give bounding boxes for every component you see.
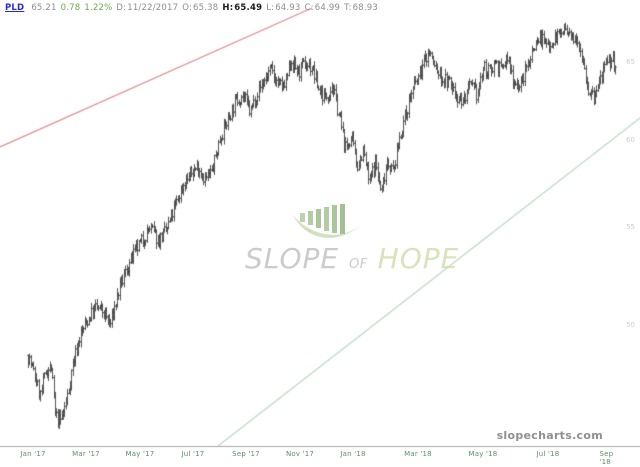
x-axis-label: May '17 [125, 450, 155, 458]
low-value: 64.93 [275, 3, 301, 13]
x-axis-label: Sep '18 [599, 450, 614, 466]
x-axis-label: Jul '17 [181, 450, 205, 458]
price-change: 0.78 [60, 3, 81, 13]
x-axis-label: Sep '17 [232, 450, 260, 458]
watermark-of: OF [349, 257, 368, 272]
slopecharts-watermark: slopecharts.com [496, 429, 603, 442]
date-value: 11/22/2017 [127, 3, 179, 13]
close-value: 64.99 [314, 3, 341, 13]
high-value: 65.49 [234, 3, 263, 13]
open-label: O: [182, 3, 193, 13]
slope-of-hope-logo-icon [293, 204, 361, 238]
quote-header: PLD 65.21 0.78 1.22% D:11/22/2017 O:65.38 H:65… [5, 3, 382, 13]
y-axis-label: 55 [626, 223, 635, 231]
watermark-text: SLOPE OF HOPE [245, 242, 459, 275]
last-price: 65.21 [31, 3, 57, 13]
price-change-percent: 1.22% [84, 3, 113, 13]
x-axis-label: Mar '17 [72, 450, 100, 458]
open-value: 65.38 [193, 3, 219, 13]
low-label: L: [266, 3, 275, 13]
slope-of-hope-watermark: SLOPE OF HOPE [245, 199, 459, 275]
watermark-slope: SLOPE [245, 242, 340, 275]
close-label: C: [304, 3, 314, 13]
y-axis-label: 65 [626, 58, 635, 66]
date-label: D: [116, 3, 127, 13]
x-axis-label: May '18 [468, 450, 498, 458]
x-axis-label: Mar '18 [404, 450, 432, 458]
trendline-label: T: [344, 3, 352, 13]
high-label: H: [222, 3, 234, 13]
y-axis-label: 50 [626, 321, 635, 329]
x-axis-label: Jul '18 [536, 450, 560, 458]
trendline-value: 68.93 [352, 3, 378, 13]
x-axis-label: Nov '17 [285, 450, 315, 458]
watermark-hope: HOPE [377, 242, 460, 275]
symbol-link[interactable]: PLD [5, 3, 25, 13]
x-axis-label: Jan '18 [340, 450, 366, 458]
x-axis-label: Jan '17 [20, 450, 46, 458]
y-axis-label: 60 [626, 136, 635, 144]
